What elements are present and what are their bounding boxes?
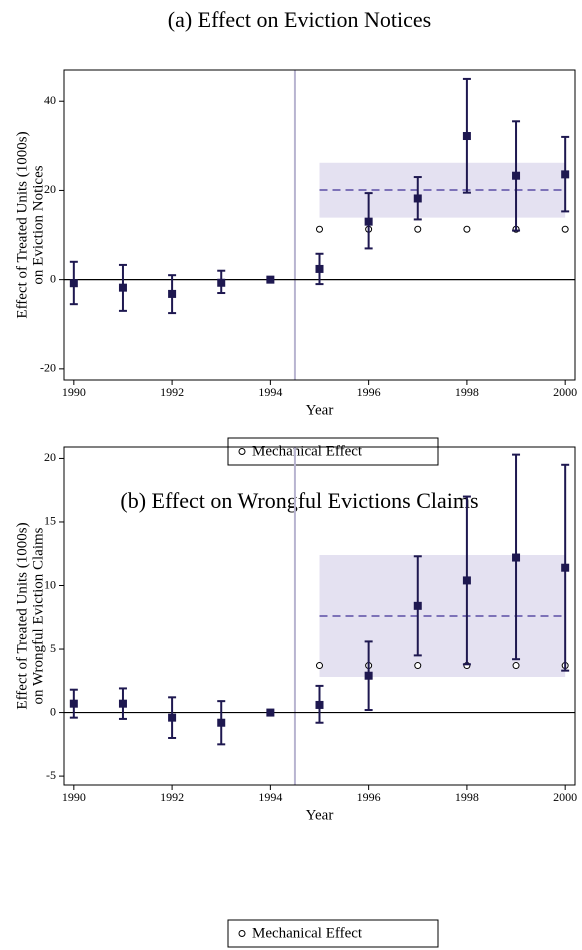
estimate-point	[118, 283, 127, 292]
legend-label: Mechanical Effect	[252, 443, 363, 459]
estimate-point	[462, 576, 471, 585]
mechanical-point	[414, 662, 422, 670]
x-tick-label: 1994	[258, 790, 282, 804]
estimate-point	[512, 553, 521, 562]
x-tick-label: 1992	[160, 790, 184, 804]
mechanical-point	[561, 225, 569, 233]
estimate-point	[512, 171, 521, 180]
estimate-point	[315, 264, 324, 273]
y-tick-label: -5	[46, 768, 56, 782]
y-tick-label: -20	[40, 361, 56, 375]
x-tick-label: 1996	[357, 790, 381, 804]
estimate-point	[217, 718, 226, 727]
legend-marker	[238, 930, 246, 937]
x-tick-label: 1990	[62, 385, 86, 399]
legend-label: Mechanical Effect	[252, 925, 363, 941]
x-tick-label: 1990	[62, 790, 86, 804]
estimate-point	[118, 699, 127, 708]
y-axis-label: on Eviction Notices	[30, 165, 46, 284]
mechanical-point	[414, 225, 422, 233]
estimate-point	[561, 563, 570, 572]
y-axis-label: on Wrongful Eviction Claims	[30, 527, 46, 704]
estimate-point	[266, 275, 275, 284]
y-tick-label: 0	[50, 271, 56, 285]
estimate-point	[69, 699, 78, 708]
plot-frame	[63, 446, 576, 786]
estimate-point	[168, 713, 177, 722]
chart-title: (b) Effect on Wrongful Evictions Claims	[120, 488, 478, 513]
estimate-point	[364, 217, 373, 226]
x-tick-label: 1994	[258, 385, 282, 399]
estimate-point	[315, 700, 324, 709]
y-tick-label: 20	[44, 182, 56, 196]
x-axis-label: Year	[306, 807, 334, 823]
y-tick-label: 10	[44, 577, 56, 591]
x-tick-label: 1992	[160, 385, 184, 399]
y-tick-label: 0	[50, 704, 56, 718]
estimate-point	[168, 289, 177, 298]
y-tick-label: 20	[44, 450, 56, 464]
y-axis-label: Effect of Treated Units (1000s)	[14, 522, 30, 709]
estimate-point	[364, 671, 373, 680]
legend-box	[227, 437, 439, 466]
x-tick-label: 1998	[455, 790, 479, 804]
estimate-point	[413, 601, 422, 610]
y-axis-label: Effect of Treated Units (1000s)	[14, 131, 30, 318]
x-tick-label: 1998	[455, 385, 479, 399]
estimate-point	[413, 194, 422, 203]
x-tick-label: 1996	[357, 385, 381, 399]
estimate-point	[217, 278, 226, 287]
y-tick-label: 5	[50, 641, 56, 655]
plot-frame	[63, 69, 576, 381]
estimate-point	[69, 279, 78, 288]
x-tick-label: 2000	[553, 790, 577, 804]
y-tick-label: 40	[44, 93, 56, 107]
chart-title: (a) Effect on Eviction Notices	[168, 7, 432, 32]
estimate-point	[561, 170, 570, 179]
legend-box	[227, 919, 439, 948]
mechanical-point	[316, 662, 323, 670]
y-tick-label: 15	[44, 514, 56, 528]
estimate-point	[462, 132, 471, 141]
estimate-point	[266, 708, 275, 717]
x-axis-label: Year	[306, 402, 334, 418]
mechanical-point	[512, 662, 520, 670]
legend-marker	[238, 448, 246, 455]
mechanical-point	[316, 225, 323, 233]
x-tick-label: 2000	[553, 385, 577, 399]
mechanical-point	[463, 225, 471, 233]
